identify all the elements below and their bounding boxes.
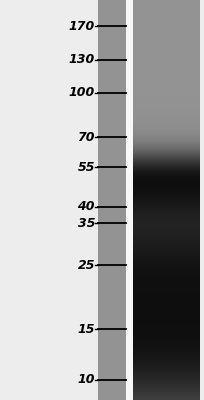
Text: 100: 100 [69, 86, 95, 99]
Text: 55: 55 [78, 161, 95, 174]
Text: 15: 15 [78, 323, 95, 336]
Text: 25: 25 [78, 259, 95, 272]
Text: 70: 70 [78, 130, 95, 144]
Text: 35: 35 [78, 217, 95, 230]
Text: 130: 130 [69, 53, 95, 66]
Text: 40: 40 [78, 200, 95, 213]
Text: 10: 10 [78, 373, 95, 386]
Text: 170: 170 [69, 20, 95, 33]
